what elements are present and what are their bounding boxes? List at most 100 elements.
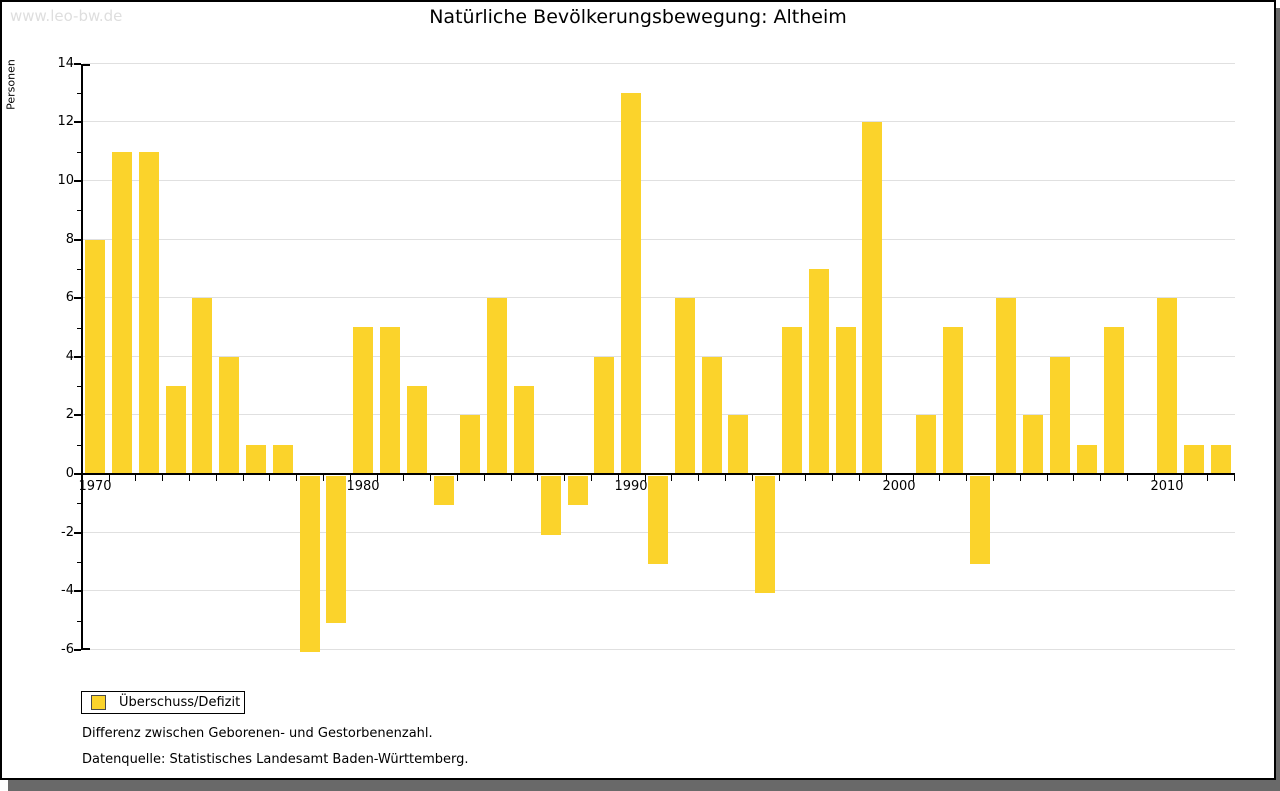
bar-1994 xyxy=(728,415,748,474)
legend: Überschuss/Defizit xyxy=(81,691,245,714)
x-tick-38 xyxy=(1100,475,1101,481)
bar-1982 xyxy=(407,386,427,474)
bar-2010 xyxy=(1157,298,1177,474)
x-tick-16 xyxy=(511,475,512,481)
y-minor-tick-11 xyxy=(77,152,81,153)
x-tick-1 xyxy=(109,475,110,481)
bar-1973 xyxy=(166,386,186,474)
x-tick-13 xyxy=(430,475,431,481)
bar-1984 xyxy=(460,415,480,474)
x-tick-15 xyxy=(484,475,485,481)
x-tick-24 xyxy=(725,475,726,481)
x-tick-31 xyxy=(913,475,914,481)
bar-2002 xyxy=(943,327,963,474)
y-tick-14 xyxy=(74,63,81,65)
bar-1995 xyxy=(755,476,775,593)
x-tick-42 xyxy=(1207,475,1208,481)
x-axis xyxy=(81,473,1235,475)
x-tick-0 xyxy=(82,475,83,481)
x-tick-35 xyxy=(1020,475,1021,481)
y-tick-label-0: 0 xyxy=(65,466,74,481)
y-minor-tick-13 xyxy=(77,93,81,94)
bar-1972 xyxy=(139,152,159,474)
y-tick-6 xyxy=(74,297,81,299)
x-tick-14 xyxy=(457,475,458,481)
y-tick-label--6: -6 xyxy=(61,642,74,657)
x-tick-label-1990: 1990 xyxy=(614,479,648,494)
bar-1988 xyxy=(568,476,588,505)
bar-1971 xyxy=(112,152,132,474)
x-tick-36 xyxy=(1047,475,1048,481)
y-tick-8 xyxy=(74,239,81,241)
bar-1970 xyxy=(85,240,105,474)
x-tick-27 xyxy=(805,475,806,481)
x-tick-39 xyxy=(1127,475,1128,481)
window-shadow-bottom xyxy=(8,780,1280,791)
x-tick-10 xyxy=(350,475,351,481)
x-tick-20 xyxy=(618,475,619,481)
x-tick-label-1980: 1980 xyxy=(346,479,380,494)
y-minor-tick-5 xyxy=(77,328,81,329)
y-axis-cap-bottom xyxy=(83,648,90,650)
x-tick-23 xyxy=(698,475,699,481)
y-axis-cap-top xyxy=(83,64,90,66)
y-tick-label--4: -4 xyxy=(61,583,74,598)
bar-1997 xyxy=(809,269,829,474)
x-tick-label-2000: 2000 xyxy=(882,479,916,494)
y-minor-tick-9 xyxy=(77,210,81,211)
y-tick-label-6: 6 xyxy=(65,290,74,305)
bar-1978 xyxy=(300,476,320,652)
y-minor-tick--3 xyxy=(77,562,81,563)
x-tick-26 xyxy=(779,475,780,481)
bar-1975 xyxy=(219,357,239,474)
x-tick-4 xyxy=(189,475,190,481)
x-tick-22 xyxy=(671,475,672,481)
gridline-4 xyxy=(83,356,1235,357)
x-tick-5 xyxy=(216,475,217,481)
bar-1979 xyxy=(326,476,346,623)
x-tick-29 xyxy=(859,475,860,481)
bar-1992 xyxy=(675,298,695,474)
gridline-14 xyxy=(83,63,1235,64)
bar-1980 xyxy=(353,327,373,474)
x-tick-33 xyxy=(966,475,967,481)
bar-2006 xyxy=(1050,357,1070,474)
bar-1999 xyxy=(862,122,882,474)
x-tick-12 xyxy=(403,475,404,481)
x-tick-40 xyxy=(1154,475,1155,481)
bar-2003 xyxy=(970,476,990,564)
bar-1974 xyxy=(192,298,212,474)
x-tick-label-2010: 2010 xyxy=(1150,479,1184,494)
x-tick-41 xyxy=(1181,475,1182,481)
bar-2004 xyxy=(996,298,1016,474)
y-minor-tick-3 xyxy=(77,386,81,387)
legend-swatch-icon xyxy=(91,695,106,710)
y-tick--6 xyxy=(74,649,81,651)
y-tick-10 xyxy=(74,180,81,182)
gridline--6 xyxy=(83,649,1235,650)
bar-1996 xyxy=(782,327,802,474)
bar-1977 xyxy=(273,445,293,474)
bar-1989 xyxy=(594,357,614,474)
bar-1987 xyxy=(541,476,561,535)
bar-2011 xyxy=(1184,445,1204,474)
bar-1981 xyxy=(380,327,400,474)
y-minor-tick--1 xyxy=(77,503,81,504)
x-tick-2 xyxy=(135,475,136,481)
bar-1998 xyxy=(836,327,856,474)
bar-2005 xyxy=(1023,415,1043,474)
y-tick-label-8: 8 xyxy=(65,232,74,247)
y-tick--4 xyxy=(74,590,81,592)
gridline-8 xyxy=(83,239,1235,240)
x-tick-11 xyxy=(377,475,378,481)
legend-label: Überschuss/Defizit xyxy=(119,695,241,710)
gridline-10 xyxy=(83,180,1235,181)
bar-2008 xyxy=(1104,327,1124,474)
y-tick-4 xyxy=(74,356,81,358)
gridline-6 xyxy=(83,297,1235,298)
y-minor-tick--5 xyxy=(77,621,81,622)
x-tick-6 xyxy=(243,475,244,481)
bar-2001 xyxy=(916,415,936,474)
y-tick-2 xyxy=(74,414,81,416)
